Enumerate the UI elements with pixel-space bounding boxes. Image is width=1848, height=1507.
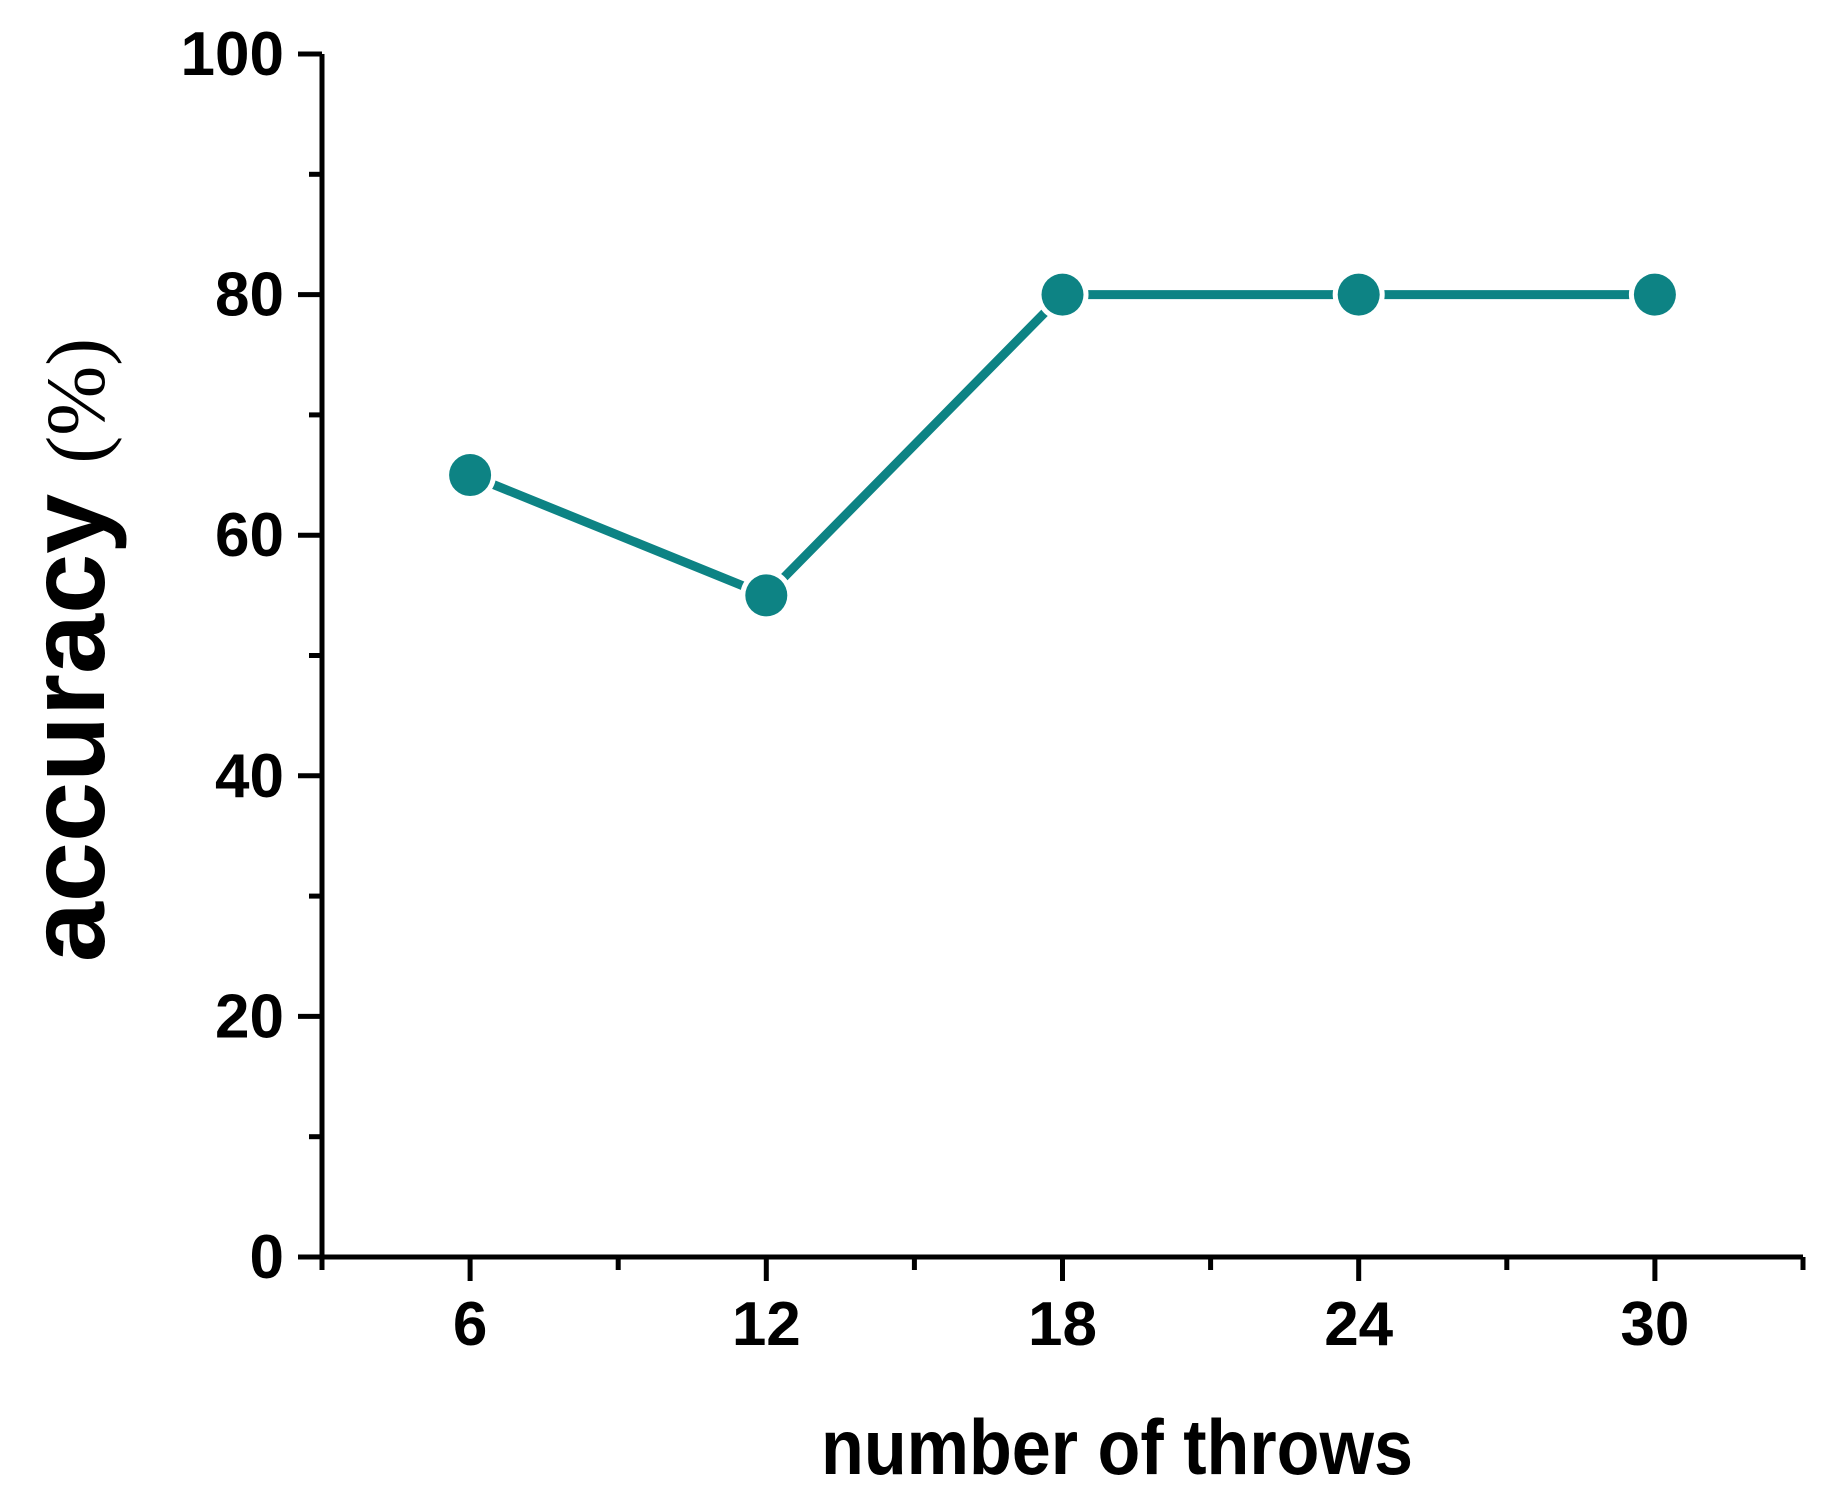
data-point-marker: [449, 454, 492, 497]
x-tick-label: 24: [1324, 1290, 1393, 1359]
data-point-marker: [745, 574, 788, 617]
x-tick-label: 12: [732, 1290, 801, 1359]
y-tick-label: 80: [215, 261, 284, 330]
x-tick-label: 30: [1620, 1290, 1689, 1359]
data-point-marker: [1337, 273, 1380, 316]
y-axis-title-unit: (%): [30, 338, 123, 464]
axes: 6 12 18 24 30 0 20 40 60 80 100: [181, 20, 1806, 1359]
series-line: [468, 290, 1655, 601]
data-series: [444, 268, 1681, 622]
x-tick-label: 18: [1028, 1290, 1097, 1359]
y-axis-title: accuracy (%): [6, 338, 127, 962]
y-tick-label: 100: [181, 20, 284, 89]
y-tick-label: 20: [215, 982, 284, 1051]
y-tick-label: 60: [215, 501, 284, 570]
x-axis-title: number of throws: [821, 1403, 1413, 1491]
data-point-marker: [1041, 273, 1084, 316]
data-point-marker: [1633, 273, 1676, 316]
y-tick-label: 40: [215, 742, 284, 811]
y-tick-label: 0: [250, 1223, 284, 1292]
x-tick-label: 6: [453, 1290, 487, 1359]
y-axis-title-text: accuracy: [6, 464, 127, 962]
